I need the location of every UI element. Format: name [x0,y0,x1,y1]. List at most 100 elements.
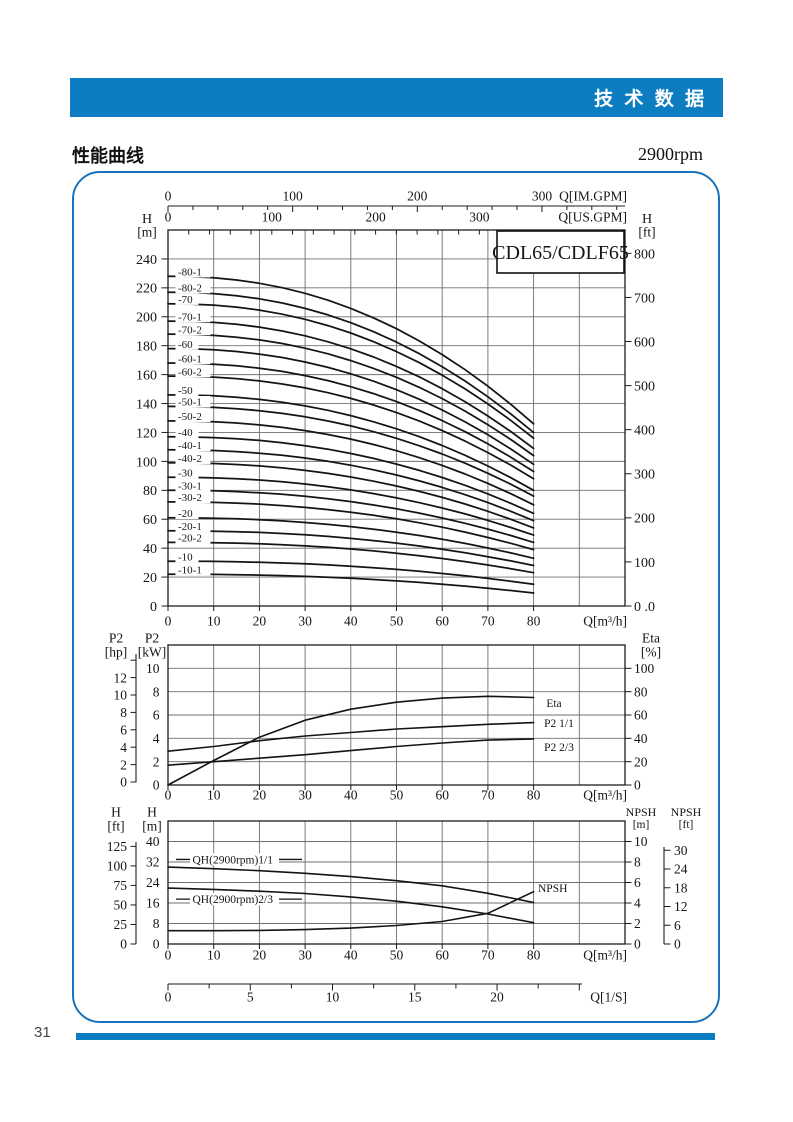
svg-text:10: 10 [146,661,160,676]
svg-text:50: 50 [390,948,404,963]
svg-text:P2 2/3: P2 2/3 [544,742,574,754]
svg-text:50: 50 [114,898,128,913]
svg-text:120: 120 [136,426,157,441]
svg-text:500: 500 [634,380,655,395]
svg-text:32: 32 [146,855,160,870]
svg-text:12: 12 [674,899,688,914]
svg-text:20: 20 [634,754,648,769]
svg-text:[m]: [m] [142,819,162,834]
svg-text:P2 1/1: P2 1/1 [544,718,574,730]
main-chart-curve-labels: -80-1-80-2-70-70-1-70-2-60-60-1-60-2-50-… [175,265,211,576]
svg-text:-50-2: -50-2 [178,411,202,423]
svg-text:10: 10 [326,990,340,1005]
section-title: 性能曲线 [72,146,144,166]
speed-label: 2900rpm [638,144,703,164]
svg-text:[m]: [m] [633,819,650,831]
svg-text:125: 125 [107,839,128,854]
svg-text:NPSH: NPSH [626,805,657,819]
svg-text:-50: -50 [178,385,193,397]
svg-text:-80-1: -80-1 [178,266,202,278]
svg-text:-10: -10 [178,551,193,563]
svg-text:0: 0 [120,775,127,790]
svg-text:[ft]: [ft] [638,225,655,240]
flow-ls-axis: 0 5 10 15 20 Q[1/S] [165,983,627,1005]
power-eta-curves: Eta P2 1/1 P2 2/3 [167,695,574,786]
svg-text:40: 40 [344,614,358,629]
svg-text:300: 300 [532,189,553,204]
svg-text:200: 200 [407,189,428,204]
svg-text:-20: -20 [178,508,193,520]
footer-rule [76,1033,715,1040]
svg-text:300: 300 [469,210,490,225]
svg-text:-70-1: -70-1 [178,311,202,323]
svg-text:6: 6 [120,723,127,738]
svg-text:-60: -60 [178,339,193,351]
svg-text:40: 40 [634,731,648,746]
svg-text:5: 5 [247,990,254,1005]
svg-text:2: 2 [153,754,160,769]
svg-text:6: 6 [634,875,641,890]
svg-text:0: 0 [120,937,127,952]
svg-text:Q[US.GPM]: Q[US.GPM] [558,210,627,225]
svg-text:0: 0 [634,778,641,793]
svg-text:4: 4 [153,731,160,746]
svg-text:20: 20 [490,990,504,1005]
svg-text:80: 80 [143,484,157,499]
svg-text:-70: -70 [178,294,193,306]
svg-text:0: 0 [165,990,172,1005]
svg-text:70: 70 [481,788,495,803]
svg-text:160: 160 [136,369,157,384]
svg-text:-30-2: -30-2 [178,492,202,504]
main-chart-grid [167,229,626,607]
svg-text:180: 180 [136,340,157,355]
svg-text:H: H [111,805,121,820]
svg-text:-60-1: -60-1 [178,353,202,365]
svg-text:0: 0 [165,788,172,803]
svg-text:2: 2 [634,916,641,931]
svg-text:30: 30 [298,614,312,629]
svg-text:8: 8 [634,855,641,870]
svg-text:6: 6 [674,918,681,933]
svg-text:H: H [147,805,157,820]
svg-text:10: 10 [207,614,221,629]
svg-text:60: 60 [435,948,449,963]
svg-text:200: 200 [136,311,157,326]
svg-text:[%]: [%] [641,645,661,660]
svg-text:-20-1: -20-1 [178,521,202,533]
svg-text:100: 100 [634,661,655,676]
svg-text:100: 100 [634,556,655,571]
svg-text:Q[IM.GPM]: Q[IM.GPM] [559,189,627,204]
svg-text:0: 0 [165,189,172,204]
svg-text:700: 700 [634,291,655,306]
svg-text:Q[m³/h]: Q[m³/h] [583,948,627,963]
svg-text:0: 0 [674,937,681,952]
svg-text:100: 100 [136,455,157,470]
svg-text:H: H [642,212,652,227]
svg-text:400: 400 [634,424,655,439]
svg-text:Q[1/S]: Q[1/S] [590,990,627,1005]
svg-text:40: 40 [143,542,157,557]
svg-text:80: 80 [527,614,541,629]
svg-text:70: 70 [481,948,495,963]
svg-text:20: 20 [253,948,267,963]
svg-text:0: 0 [165,210,172,225]
svg-text:100: 100 [283,189,304,204]
svg-text:0: 0 [153,937,160,952]
svg-text:0 .0: 0 .0 [634,600,655,615]
svg-text:18: 18 [674,880,688,895]
qh-npsh-curves: QH(2900rpm)1/1 QH(2900rpm)2/3 NPSH [167,853,567,932]
svg-text:200: 200 [365,210,386,225]
svg-text:4: 4 [120,740,127,755]
page-number: 31 [34,1024,51,1041]
svg-text:8: 8 [153,916,160,931]
svg-text:0: 0 [165,614,172,629]
svg-text:-50-1: -50-1 [178,397,202,409]
svg-text:-30-1: -30-1 [178,481,202,493]
svg-text:0: 0 [634,937,641,952]
header-title: 技 术 数 据 [594,89,707,110]
svg-text:[ft]: [ft] [679,819,694,831]
svg-text:50: 50 [390,614,404,629]
